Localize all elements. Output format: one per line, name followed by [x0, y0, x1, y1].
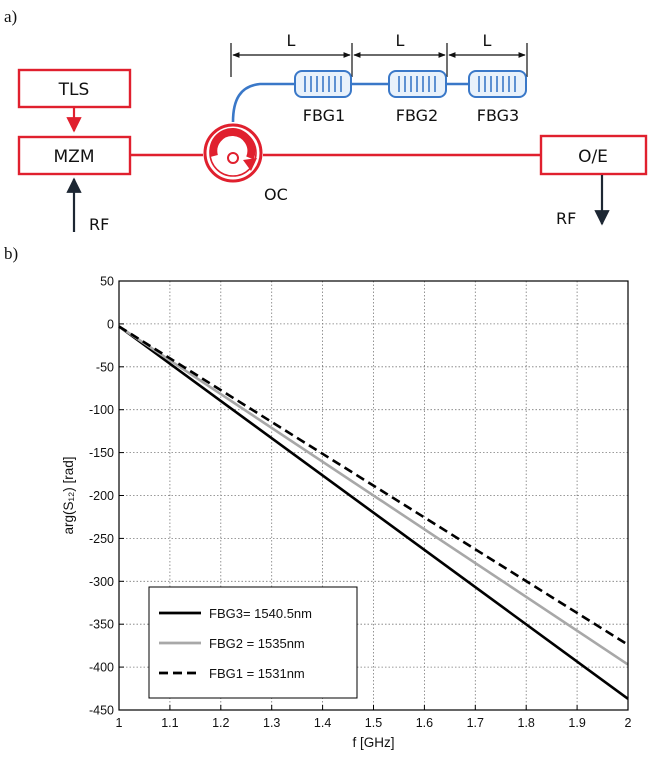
- x-tick-label: 1.3: [263, 716, 280, 730]
- fbg3-grating-icon: [468, 70, 527, 98]
- fiber-blue-lead: [231, 82, 295, 123]
- y-tick-label: 0: [107, 317, 114, 331]
- mzm-block: [17, 135, 132, 176]
- dim-label-1: L: [287, 31, 296, 50]
- dim-label-3: L: [483, 31, 492, 50]
- panel-a: a) L L L: [4, 7, 648, 234]
- oe-block: [539, 134, 648, 176]
- x-tick-label: 2: [625, 716, 632, 730]
- y-tick-label: -100: [89, 403, 114, 417]
- series-lines: [118, 325, 629, 700]
- legend-label-2: FBG1 = 1531nm: [209, 666, 305, 681]
- x-tick-label: 1.5: [365, 716, 382, 730]
- x-tick-label: 1.1: [161, 716, 178, 730]
- dim-label-2: L: [396, 31, 405, 50]
- circulator-icon: [203, 123, 263, 183]
- plot-frame: [118, 280, 629, 711]
- mzm-label: MZM: [54, 147, 95, 167]
- y-axis-label: arg(S₁₂) [rad]: [61, 456, 76, 534]
- y-tick-label: 50: [100, 275, 114, 289]
- y-tick-label: -350: [89, 618, 114, 632]
- x-tick-label: 1.8: [518, 716, 535, 730]
- panel-a-label: a): [4, 7, 17, 26]
- rf-output-label: RF: [556, 209, 576, 228]
- series-line-1: [118, 325, 629, 666]
- x-tick-label: 1.6: [416, 716, 433, 730]
- y-tick-label: -300: [89, 575, 114, 589]
- rf-input-label: RF: [89, 215, 109, 234]
- y-tick-labels: 50 0 -50 -100 -150 -200 -250 -300 -350 -400 -450: [89, 275, 114, 718]
- x-tick-label: 1.9: [568, 716, 585, 730]
- tls-block: [17, 68, 132, 109]
- y-tick-label: -50: [96, 360, 114, 374]
- y-tick-label: -250: [89, 532, 114, 546]
- series-line-2: [118, 325, 629, 646]
- fbg3-label: FBG3: [477, 106, 519, 125]
- legend: FBG3= 1540.5nm FBG2 = 1535nm FBG1 = 1531nm: [148, 586, 358, 699]
- series-line-0: [118, 325, 629, 700]
- x-tick-label: 1: [116, 716, 123, 730]
- x-tick-label: 1.7: [467, 716, 484, 730]
- y-tick-label: -150: [89, 446, 114, 460]
- x-tick-labels: 1 1.1 1.2 1.3 1.4 1.5 1.6 1.7 1.8 1.9 2: [116, 716, 632, 730]
- y-tick-label: -450: [89, 704, 114, 718]
- y-tick-label: -200: [89, 489, 114, 503]
- tls-label: TLS: [58, 80, 90, 100]
- x-tick-label: 1.4: [314, 716, 331, 730]
- fbg2-label: FBG2: [396, 106, 438, 125]
- fbg2-grating-icon: [388, 70, 447, 98]
- panel-b-label: b): [4, 244, 18, 263]
- panel-b: b) 1 1.1 1.2 1.3 1.4 1.5 1.6 1.7 1.8 1.9 2 50 0 -50 -…: [4, 244, 632, 750]
- legend-label-1: FBG2 = 1535nm: [209, 636, 305, 651]
- length-dimensions: [230, 43, 528, 77]
- phase-chart: 1 1.1 1.2 1.3 1.4 1.5 1.6 1.7 1.8 1.9 2 50 0 -50 -100…: [61, 275, 632, 751]
- circulator-label: OC: [264, 185, 288, 204]
- y-tick-label: -400: [89, 661, 114, 675]
- fbg1-label: FBG1: [303, 106, 345, 125]
- x-axis-label: f [GHz]: [352, 735, 394, 750]
- x-tick-label: 1.2: [212, 716, 229, 730]
- oe-label: O/E: [578, 147, 608, 167]
- legend-label-0: FBG3= 1540.5nm: [209, 606, 312, 621]
- fbg1-grating-icon: [294, 70, 352, 98]
